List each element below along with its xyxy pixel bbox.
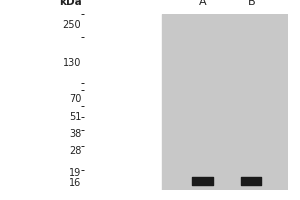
Bar xyxy=(161,14,298,190)
Text: kDa: kDa xyxy=(59,0,82,7)
Text: B: B xyxy=(248,0,255,7)
Text: A: A xyxy=(199,0,206,7)
